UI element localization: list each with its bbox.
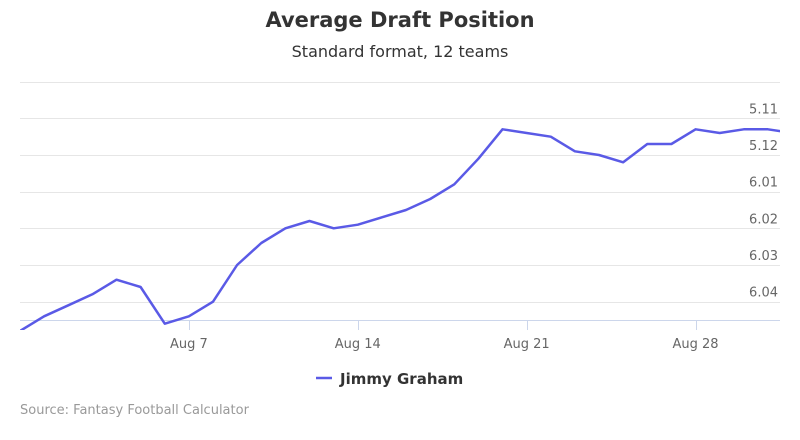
series-line[interactable] <box>20 128 792 331</box>
series-layer <box>20 128 792 331</box>
x-tick-label: Aug 7 <box>170 337 208 352</box>
y-tick-label: 6.01 <box>749 176 778 191</box>
legend-item[interactable]: Jimmy Graham <box>316 370 463 388</box>
y-axis-labels: 5.11 5.12 6.01 6.02 6.03 6.04 <box>749 102 778 300</box>
chart-subtitle: Standard format, 12 teams <box>291 42 509 61</box>
chart-title: Average Draft Position <box>265 8 535 32</box>
y-tick-label: 6.04 <box>749 286 778 301</box>
y-tick-label: 6.02 <box>749 212 778 227</box>
y-tick-label: 5.12 <box>749 139 778 154</box>
grid-lines <box>20 82 780 303</box>
y-tick-label: 6.03 <box>749 249 778 264</box>
legend-label[interactable]: Jimmy Graham <box>339 370 463 388</box>
x-tick-label: Aug 21 <box>504 337 550 352</box>
x-axis-labels: Aug 7 Aug 14 Aug 21 Aug 28 <box>170 337 719 352</box>
x-axis <box>20 320 780 330</box>
legend[interactable]: Jimmy Graham <box>316 370 463 388</box>
x-tick-label: Aug 14 <box>335 337 381 352</box>
x-tick-label: Aug 28 <box>673 337 719 352</box>
y-tick-label: 5.11 <box>749 102 778 117</box>
chart-credits[interactable]: Source: Fantasy Football Calculator <box>20 403 249 418</box>
